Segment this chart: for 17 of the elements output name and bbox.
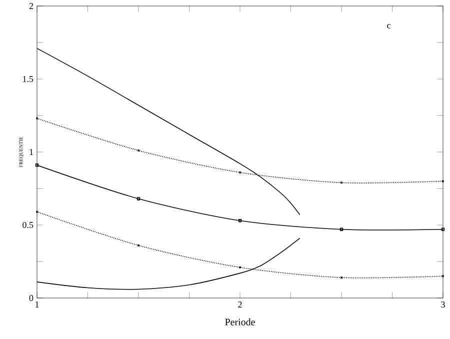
- y-tick-label: 1: [30, 149, 33, 155]
- point: [137, 149, 140, 152]
- y-tick-label: 0: [29, 294, 34, 302]
- y-tick-label: 2: [29, 3, 33, 9]
- x-tick-label: 1: [36, 302, 39, 308]
- y-tick-label: 1.5: [23, 76, 34, 82]
- y-tick-label: 0.5: [22, 222, 34, 228]
- point: [136, 197, 140, 200]
- annotation: c: [387, 24, 390, 28]
- x-tick-label: 2: [238, 302, 242, 308]
- point: [238, 171, 242, 174]
- x-axis-title: Periode: [225, 318, 255, 326]
- point: [340, 276, 343, 279]
- point: [238, 219, 242, 222]
- point: [137, 244, 140, 247]
- point: [340, 228, 344, 231]
- x-tick-label: 3: [441, 302, 445, 308]
